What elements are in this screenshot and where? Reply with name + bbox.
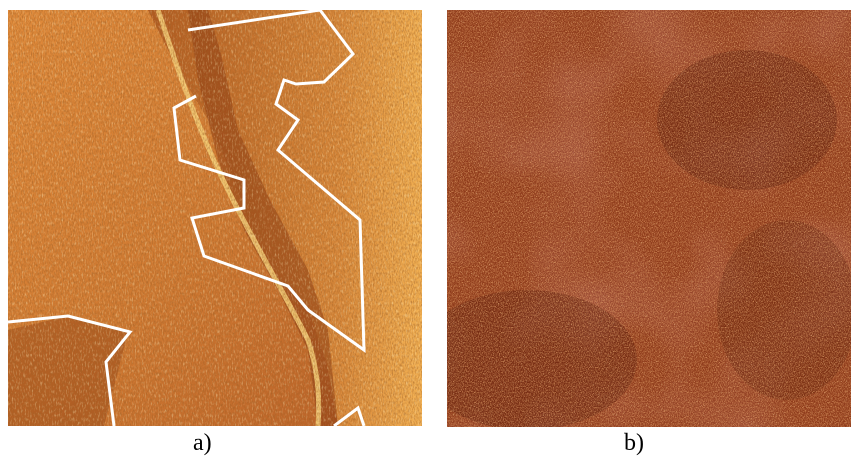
region-outline-upper <box>172 10 366 353</box>
region-outline-lower-right <box>333 405 366 426</box>
caption-b: b) <box>624 430 644 456</box>
noise-map-image <box>447 10 851 427</box>
afm-image-a <box>8 10 422 426</box>
region-outline-lower-left <box>8 314 133 426</box>
afm-topography-image <box>8 10 422 426</box>
noise-speckle-light <box>447 10 851 427</box>
noise-image-b <box>447 10 851 427</box>
terrain-grain-light <box>8 10 422 426</box>
caption-a: a) <box>193 430 212 456</box>
